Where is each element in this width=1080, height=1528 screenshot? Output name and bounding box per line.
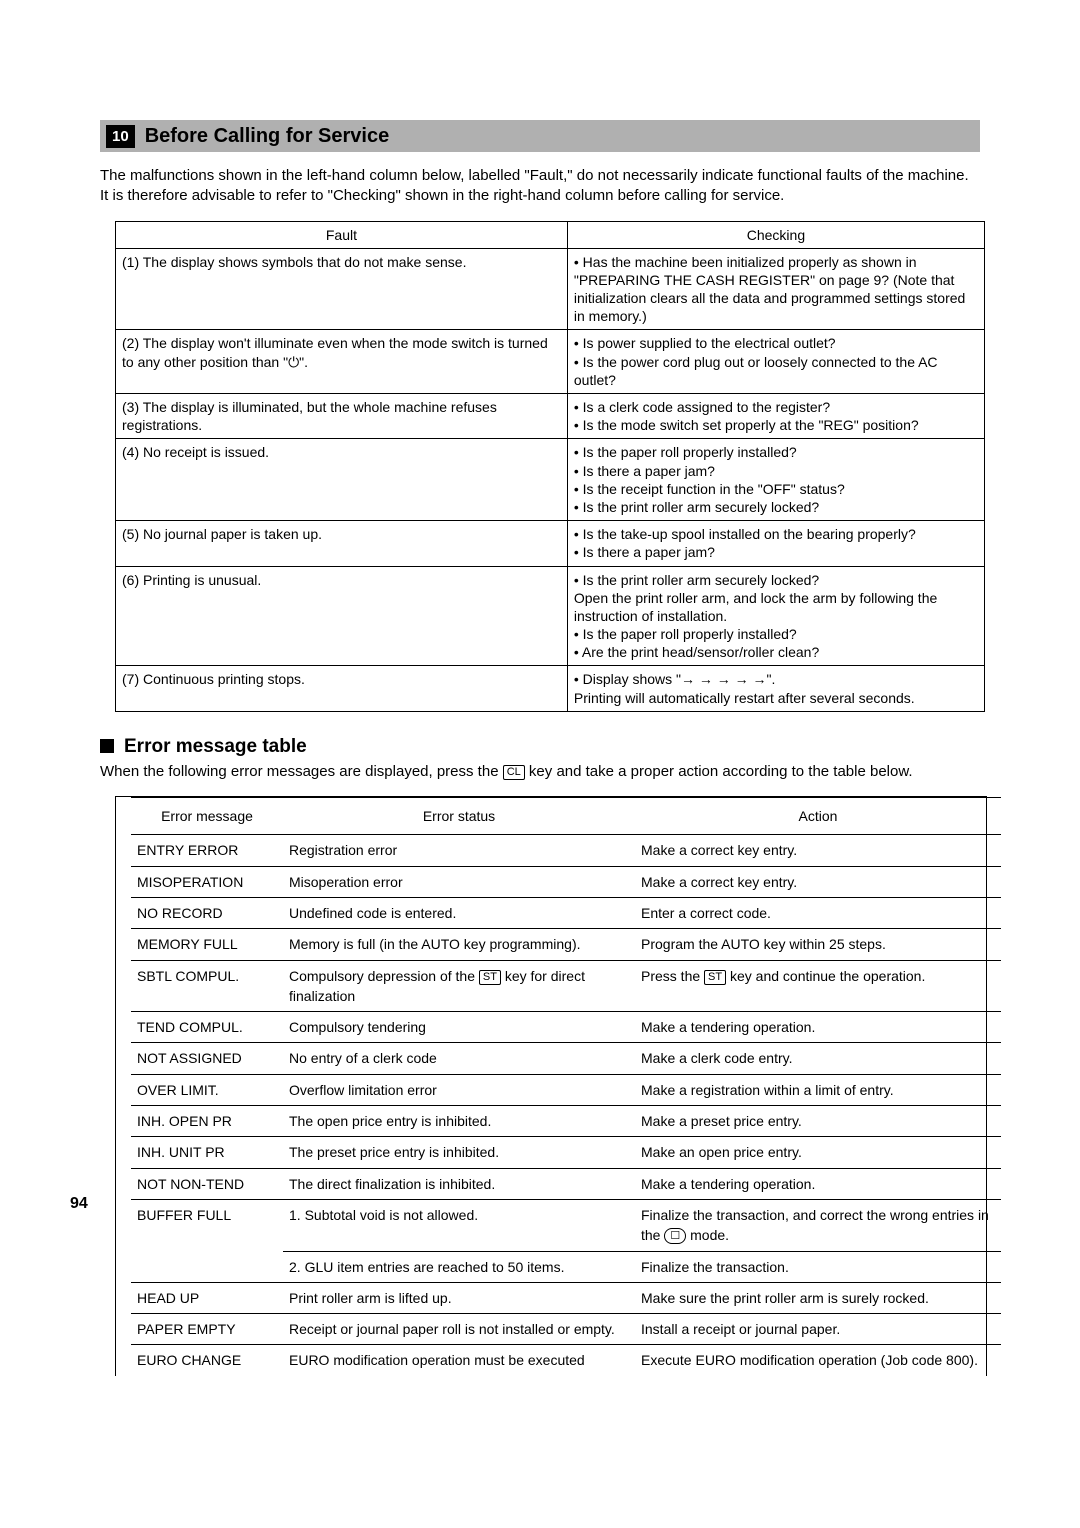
checking-cell: • Is a clerk code assigned to the regist… [567, 394, 984, 439]
table-row: (6) Printing is unusual. • Is the print … [116, 566, 985, 666]
section-number-badge: 10 [106, 125, 135, 148]
table-row: NO RECORDUndefined code is entered.Enter… [131, 897, 1001, 928]
error-status-header: Error status [283, 798, 635, 835]
error-section-heading: Error message table [100, 736, 980, 758]
table-row: TEND COMPUL.Compulsory tenderingMake a t… [131, 1012, 1001, 1043]
table-row: INH. OPEN PRThe open price entry is inhi… [131, 1106, 1001, 1137]
fault-header: Fault [116, 221, 568, 248]
checking-cell: • Display shows "→ → → → →". Printing wi… [567, 666, 984, 711]
checking-cell: • Is the paper roll properly installed? … [567, 439, 984, 521]
table-row: MISOPERATIONMisoperation errorMake a cor… [131, 866, 1001, 897]
mode-icon: ☐ [664, 1228, 686, 1244]
table-row: (4) No receipt is issued. • Is the paper… [116, 439, 985, 521]
checking-cell: • Has the machine been initialized prope… [567, 248, 984, 330]
st-key-icon: ST [479, 970, 501, 985]
error-section-intro: When the following error messages are di… [100, 762, 980, 782]
checking-header: Checking [567, 221, 984, 248]
power-icon: ⏻ [288, 354, 299, 370]
section-intro-text: The malfunctions shown in the left-hand … [100, 166, 980, 207]
checking-cell: • Is the print roller arm securely locke… [567, 566, 984, 666]
section-title: Before Calling for Service [145, 125, 390, 148]
table-row: EURO CHANGEEURO modification operation m… [131, 1345, 1001, 1376]
table-row: HEAD UPPrint roller arm is lifted up.Mak… [131, 1282, 1001, 1313]
fault-cell: (4) No receipt is issued. [116, 439, 568, 521]
square-bullet-icon [100, 739, 114, 753]
error-msg-header: Error message [131, 798, 283, 835]
table-row: SBTL COMPUL. Compulsory depression of th… [131, 960, 1001, 1012]
table-row: (2) The display won't illuminate even wh… [116, 330, 985, 394]
table-row: 2. GLU item entries are reached to 50 it… [131, 1251, 1001, 1282]
error-action-header: Action [635, 798, 1001, 835]
checking-cell: • Is power supplied to the electrical ou… [567, 330, 984, 394]
section-header: 10 Before Calling for Service [100, 120, 980, 152]
page-number: 94 [70, 1195, 88, 1213]
table-row: (5) No journal paper is taken up. • Is t… [116, 521, 985, 566]
table-row: MEMORY FULLMemory is full (in the AUTO k… [131, 929, 1001, 960]
fault-checking-table: Fault Checking (1) The display shows sym… [115, 221, 985, 712]
cl-key-icon: CL [503, 765, 525, 780]
fault-cell: (6) Printing is unusual. [116, 566, 568, 666]
table-row: (1) The display shows symbols that do no… [116, 248, 985, 330]
fault-cell: (2) The display won't illuminate even wh… [116, 330, 568, 394]
table-row: ENTRY ERRORRegistration errorMake a corr… [131, 835, 1001, 866]
table-row: PAPER EMPTYReceipt or journal paper roll… [131, 1314, 1001, 1345]
table-row: NOT ASSIGNEDNo entry of a clerk codeMake… [131, 1043, 1001, 1074]
table-row: (3) The display is illuminated, but the … [116, 394, 985, 439]
table-row: OVER LIMIT.Overflow limitation errorMake… [131, 1074, 1001, 1105]
table-row: NOT NON-TENDThe direct finalization is i… [131, 1168, 1001, 1199]
fault-cell: (7) Continuous printing stops. [116, 666, 568, 711]
fault-cell: (5) No journal paper is taken up. [116, 521, 568, 566]
fault-cell: (3) The display is illuminated, but the … [116, 394, 568, 439]
fault-cell: (1) The display shows symbols that do no… [116, 248, 568, 330]
table-row: INH. UNIT PRThe preset price entry is in… [131, 1137, 1001, 1168]
checking-cell: • Is the take-up spool installed on the … [567, 521, 984, 566]
table-row: BUFFER FULL 1. Subtotal void is not allo… [131, 1199, 1001, 1251]
table-row: (7) Continuous printing stops. • Display… [116, 666, 985, 711]
st-key-icon: ST [704, 970, 726, 985]
error-message-table: Error message Error status Action ENTRY … [131, 797, 1001, 1376]
